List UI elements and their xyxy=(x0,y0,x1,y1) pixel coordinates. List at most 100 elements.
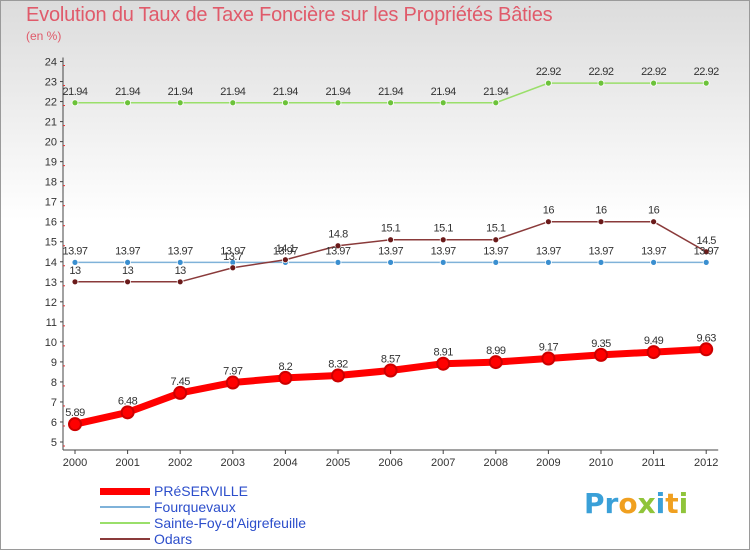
data-point xyxy=(173,385,188,400)
data-label: 8.57 xyxy=(381,354,401,366)
data-point xyxy=(699,342,714,357)
x-tick-label: 2009 xyxy=(536,457,560,469)
data-label: 13 xyxy=(175,265,187,277)
y-tick-label: 17 xyxy=(45,197,57,209)
data-point xyxy=(124,258,131,266)
proxiti-logo: Proxiti xyxy=(584,487,689,520)
data-label: 22.92 xyxy=(536,66,561,78)
data-label: 15.1 xyxy=(486,223,506,235)
data-label: 13.97 xyxy=(694,245,719,257)
x-tick-label: 2005 xyxy=(326,457,350,469)
data-point xyxy=(334,242,342,250)
data-label: 8.99 xyxy=(486,345,506,357)
data-point xyxy=(702,79,710,87)
data-label: 13.97 xyxy=(431,245,456,257)
y-tick-label: 6 xyxy=(51,417,57,429)
data-point xyxy=(594,347,608,362)
data-label: 9.35 xyxy=(591,338,611,350)
x-tick-label: 2006 xyxy=(378,457,402,469)
data-point xyxy=(334,258,342,266)
data-point xyxy=(439,258,447,266)
data-label: 15.1 xyxy=(381,223,401,235)
data-label: 13.97 xyxy=(220,245,245,257)
data-point xyxy=(597,218,605,226)
data-label: 13.97 xyxy=(536,245,561,257)
data-label: 21.94 xyxy=(325,86,350,98)
y-tick-label: 9 xyxy=(51,357,57,369)
data-label: 13.97 xyxy=(588,245,613,257)
data-label: 13.97 xyxy=(168,245,193,257)
data-label: 21.94 xyxy=(168,86,193,98)
data-point xyxy=(225,375,240,390)
data-point xyxy=(488,355,503,370)
legend-swatch xyxy=(100,487,150,495)
data-label: 14.1 xyxy=(276,243,296,255)
y-tick-label: 21 xyxy=(45,117,57,129)
y-tick-label: 23 xyxy=(45,77,57,89)
data-point xyxy=(68,417,82,432)
x-tick-label: 2003 xyxy=(221,457,245,469)
x-tick-label: 2010 xyxy=(589,457,613,469)
data-point xyxy=(541,351,556,366)
data-label: 8.2 xyxy=(279,361,293,373)
data-point xyxy=(124,278,131,286)
data-point xyxy=(545,258,552,266)
data-point xyxy=(597,79,605,87)
data-point xyxy=(387,258,395,266)
data-point xyxy=(71,99,79,107)
y-tick-label: 16 xyxy=(45,217,57,229)
y-tick-label: 11 xyxy=(46,317,57,329)
y-tick-label: 15 xyxy=(45,237,57,249)
y-tick-label: 10 xyxy=(45,337,57,349)
data-label: 5.89 xyxy=(65,407,85,419)
data-label: 13 xyxy=(122,265,134,277)
data-point xyxy=(281,256,289,264)
x-tick-label: 2008 xyxy=(484,457,508,469)
data-point xyxy=(176,278,184,286)
y-tick-label: 24 xyxy=(45,57,57,69)
legend-label: Odars xyxy=(154,531,193,547)
data-label: 13.97 xyxy=(325,245,350,257)
legend-label: Fourquevaux xyxy=(154,499,236,515)
y-tick-label: 7 xyxy=(51,397,57,409)
x-tick-label: 2012 xyxy=(694,457,718,469)
data-point xyxy=(439,236,447,244)
legend-item: PRéSERVILLE xyxy=(100,483,360,499)
data-point xyxy=(387,236,395,244)
data-label: 21.94 xyxy=(431,86,456,98)
legend: PRéSERVILLE Fourquevaux Sainte-Foy-d'Aigre… xyxy=(100,483,360,547)
y-tick-label: 5 xyxy=(51,437,57,449)
y-tick-label: 14 xyxy=(45,257,57,269)
data-point xyxy=(176,99,184,107)
data-point xyxy=(436,356,451,371)
data-label: 13.97 xyxy=(483,245,508,257)
x-tick-label: 2000 xyxy=(63,457,87,469)
legend-label: Sainte-Foy-d'Aigrefeuille xyxy=(154,515,307,531)
data-point xyxy=(597,258,605,266)
data-label: 21.94 xyxy=(62,86,87,98)
data-point xyxy=(229,99,237,107)
data-point xyxy=(650,79,657,87)
data-label: 13.97 xyxy=(273,245,298,257)
data-label: 9.63 xyxy=(696,332,716,344)
y-tick-label: 13 xyxy=(45,277,57,289)
data-label: 21.94 xyxy=(273,86,298,98)
data-point xyxy=(650,218,657,226)
data-point xyxy=(120,405,135,420)
y-tick-label: 18 xyxy=(45,177,57,189)
data-label: 21.94 xyxy=(483,86,508,98)
legend-swatch xyxy=(100,538,150,540)
data-label: 13.97 xyxy=(62,245,87,257)
data-label: 7.45 xyxy=(170,376,190,388)
legend-label: PRéSERVILLE xyxy=(154,483,248,499)
unit-label: (en %) xyxy=(26,29,62,43)
data-point xyxy=(71,278,79,286)
data-label: 16 xyxy=(595,205,607,217)
data-label: 22.92 xyxy=(641,66,666,78)
x-tick-label: 2004 xyxy=(273,457,297,469)
data-point xyxy=(383,363,398,378)
data-point xyxy=(650,258,657,266)
data-point xyxy=(124,99,131,107)
data-point xyxy=(71,258,79,266)
